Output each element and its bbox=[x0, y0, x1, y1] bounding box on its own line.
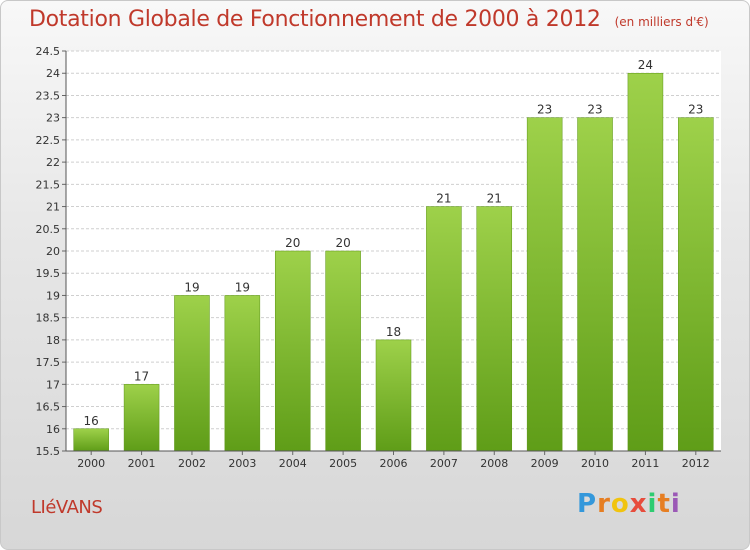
logo-letter: i bbox=[647, 489, 658, 519]
x-tick-label: 2006 bbox=[380, 457, 408, 470]
bar bbox=[678, 117, 714, 452]
bar bbox=[627, 72, 664, 452]
x-tick-label: 2008 bbox=[480, 457, 508, 470]
bar bbox=[224, 295, 261, 452]
y-tick-label: 19 bbox=[46, 289, 60, 302]
x-tick-label: 2000 bbox=[77, 457, 105, 470]
logo-letter: t bbox=[657, 489, 671, 519]
y-tick-label: 20 bbox=[46, 245, 60, 258]
bar-value-label: 16 bbox=[84, 414, 99, 428]
place-name: LIéVANS bbox=[31, 497, 103, 518]
y-tick-label: 17 bbox=[46, 378, 60, 391]
y-tick-label: 21.5 bbox=[36, 178, 61, 191]
x-tick-label: 2012 bbox=[682, 457, 710, 470]
x-tick-label: 2007 bbox=[430, 457, 458, 470]
chart-title-text: Dotation Globale de Fonctionnement de 20… bbox=[29, 7, 601, 32]
bar bbox=[375, 339, 412, 452]
bar-value-label: 23 bbox=[537, 103, 552, 117]
bar-value-label: 20 bbox=[285, 236, 300, 250]
chart-subtitle: (en milliers d'€) bbox=[614, 15, 709, 29]
bar bbox=[73, 428, 109, 452]
x-tick-label: 2005 bbox=[329, 457, 357, 470]
y-tick-label: 22.5 bbox=[36, 134, 61, 147]
bar-value-label: 18 bbox=[386, 325, 401, 339]
x-tick-label: 2001 bbox=[128, 457, 156, 470]
x-tick-label: 2011 bbox=[631, 457, 659, 470]
y-tick-label: 18.5 bbox=[36, 312, 61, 325]
chart-title: Dotation Globale de Fonctionnement de 20… bbox=[29, 7, 709, 32]
logo-letter: i bbox=[670, 489, 681, 519]
bar-value-label: 24 bbox=[638, 58, 653, 72]
y-tick-label: 20.5 bbox=[36, 223, 61, 236]
x-tick-label: 2010 bbox=[581, 457, 609, 470]
y-tick-label: 21 bbox=[46, 201, 60, 214]
y-tick-label: 23.5 bbox=[36, 89, 61, 102]
bar bbox=[426, 206, 462, 452]
bar bbox=[476, 206, 513, 452]
y-tick-label: 16 bbox=[46, 423, 60, 436]
y-tick-label: 24 bbox=[46, 67, 60, 80]
logo-letter: r bbox=[597, 489, 611, 519]
y-tick-label: 15.5 bbox=[36, 445, 61, 458]
logo-letter: o bbox=[610, 489, 630, 519]
bar-value-label: 23 bbox=[587, 103, 602, 117]
bar-value-label: 20 bbox=[335, 236, 350, 250]
x-tick-label: 2004 bbox=[279, 457, 307, 470]
bars: 16 17 19 19 20 20 18 21 21 23 23 24 23 bbox=[73, 58, 714, 452]
y-tick-label: 18 bbox=[46, 334, 60, 347]
x-tick-label: 2009 bbox=[531, 457, 559, 470]
bar-value-label: 21 bbox=[487, 192, 502, 206]
logo-letter: P bbox=[577, 489, 598, 519]
y-tick-label: 23 bbox=[46, 112, 60, 125]
logo-letter: x bbox=[629, 489, 648, 519]
bar bbox=[123, 384, 160, 452]
bar-value-label: 19 bbox=[184, 280, 199, 294]
bar-value-label: 17 bbox=[134, 369, 149, 383]
bar-value-label: 19 bbox=[235, 280, 250, 294]
bar bbox=[526, 117, 563, 452]
bar bbox=[577, 117, 613, 452]
bar-value-label: 23 bbox=[688, 103, 703, 117]
y-tick-label: 22 bbox=[46, 156, 60, 169]
y-tick-label: 17.5 bbox=[36, 356, 61, 369]
bar bbox=[174, 295, 210, 452]
x-tick-label: 2003 bbox=[228, 457, 256, 470]
bar-value-label: 21 bbox=[436, 192, 451, 206]
y-tick-label: 19.5 bbox=[36, 267, 61, 280]
y-tick-label: 16.5 bbox=[36, 401, 61, 414]
axes: 15.5 16 16.5 17 17.5 18 18.5 19 19.5 20 20.5 21 21.5… bbox=[36, 45, 721, 470]
bar bbox=[325, 250, 361, 452]
y-tick-label: 24.5 bbox=[36, 45, 61, 58]
x-tick-label: 2002 bbox=[178, 457, 206, 470]
bar bbox=[274, 250, 311, 452]
proxiti-logo: Proxiti bbox=[577, 489, 681, 519]
